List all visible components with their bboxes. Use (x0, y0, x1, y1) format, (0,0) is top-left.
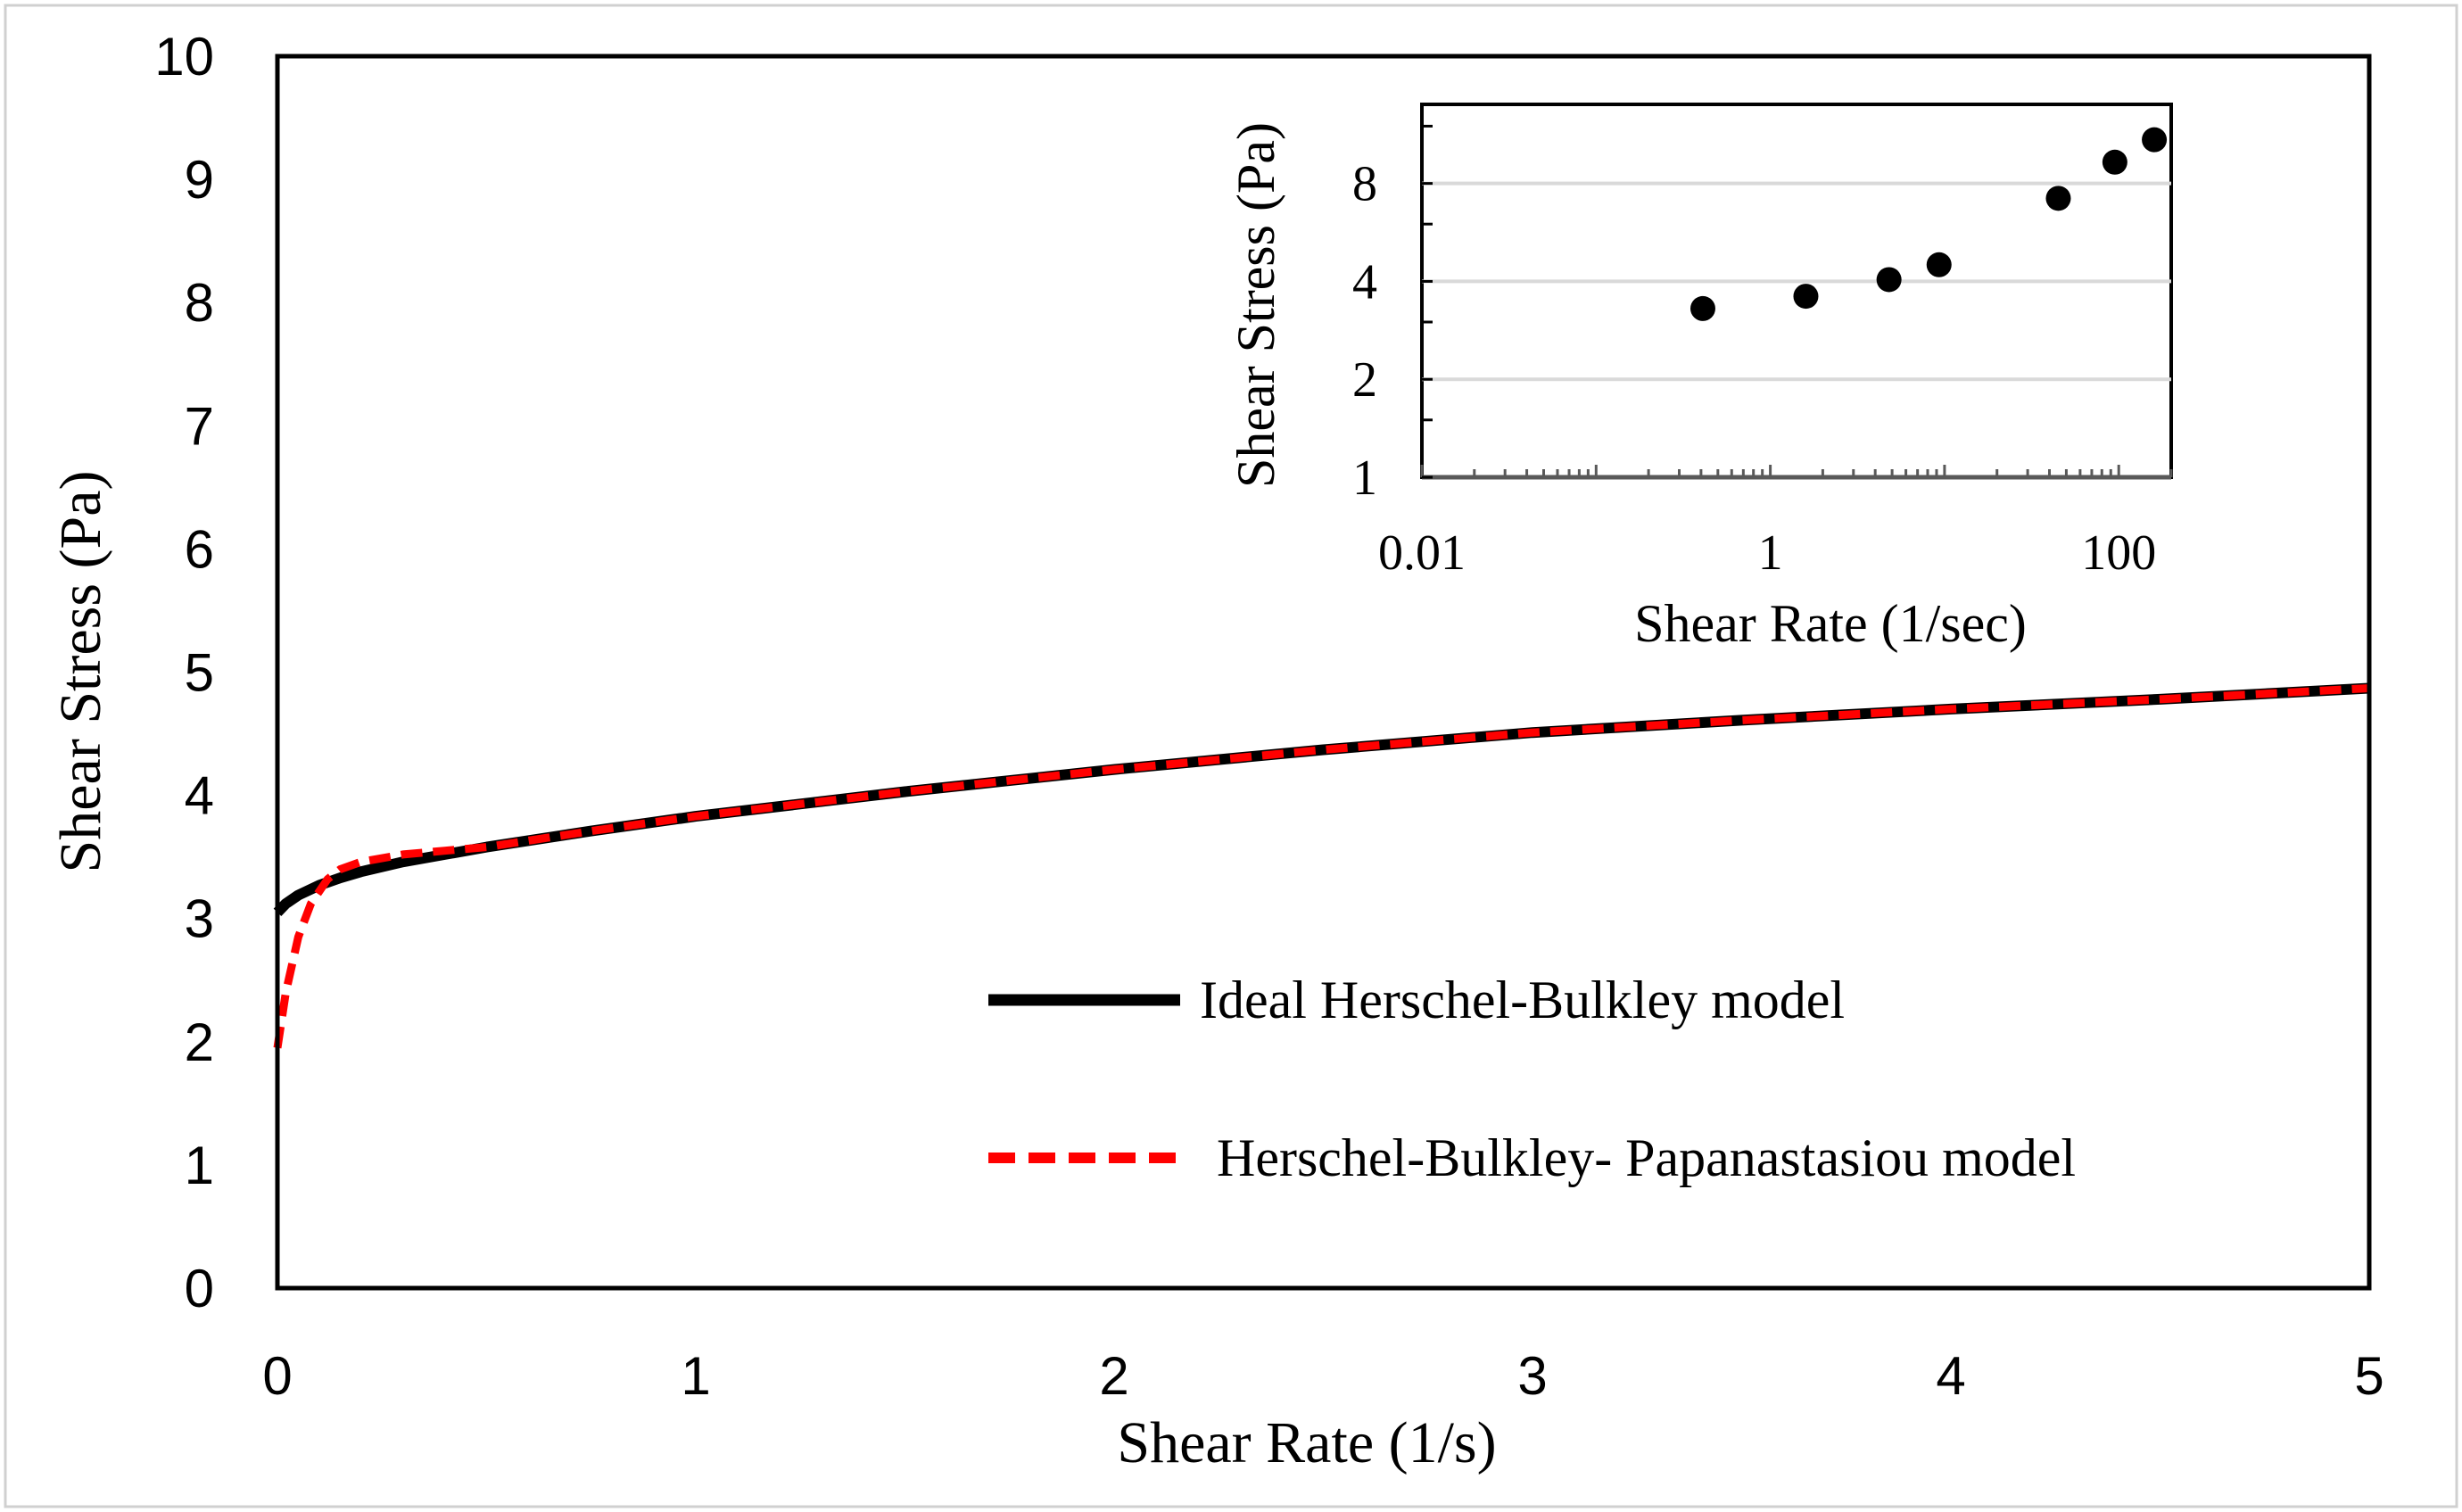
main-y-tick-label: 4 (185, 766, 214, 826)
main-x-tick-label: 1 (681, 1346, 710, 1406)
main-y-tick-label: 0 (185, 1259, 214, 1318)
inset-data-point (1690, 295, 1715, 321)
main-y-tick-label: 5 (185, 643, 214, 703)
inset-data-point (1793, 284, 1819, 310)
inset-x-tick-label: 100 (2081, 525, 2156, 581)
main-x-tick-label: 4 (1936, 1346, 1965, 1406)
inset-data-point (2102, 149, 2127, 175)
inset-data-point (2045, 186, 2071, 211)
inset-points (1690, 127, 2168, 321)
inset-x-tick-label: 1 (1758, 525, 1783, 581)
main-ticks: 0 1 2 3 4 5 0 1 2 3 4 5 6 7 8 9 10 (154, 27, 2384, 1406)
inset-y-tick-label: 8 (1352, 157, 1377, 212)
main-y-tick-label: 8 (185, 273, 214, 333)
inset-x-axis-label: Shear Rate (1/sec) (1634, 594, 2027, 653)
inset-data-point (2142, 127, 2168, 153)
main-y-axis-label: Shear Stress (Pa) (48, 471, 113, 873)
main-x-axis-label: Shear Rate (1/s) (1117, 1410, 1496, 1475)
main-y-tick-label: 10 (154, 27, 214, 87)
inset-data-point (1876, 267, 1902, 293)
legend-label-ideal: Ideal Herschel-Bulkley model (1200, 971, 1845, 1029)
inset-data-point (1926, 252, 1952, 277)
inset-y-tick-label: 4 (1352, 254, 1377, 310)
main-series (273, 682, 2370, 1049)
inset-x-tick-label: 0.01 (1378, 525, 1466, 581)
main-y-tick-label: 7 (185, 396, 214, 456)
legend: Ideal Herschel-Bulkley model Herschel-Bu… (988, 971, 2076, 1187)
main-y-tick-label: 6 (185, 519, 214, 579)
series-line-herschel-bulkley-papanastasiou (273, 684, 2370, 1049)
inset-y-tick-label: 1 (1352, 450, 1377, 506)
main-y-tick-label: 9 (185, 150, 214, 210)
inset-y-tick-label: 2 (1352, 352, 1377, 408)
inset-grid (1422, 181, 2171, 382)
inset-y-axis-label: Shear Stress (Pa) (1227, 122, 1285, 488)
main-x-tick-label: 0 (262, 1346, 292, 1406)
main-x-tick-label: 5 (2354, 1346, 2384, 1406)
main-x-tick-label: 2 (1099, 1346, 1128, 1406)
main-plot-frame (275, 54, 2372, 1291)
legend-label-papanastasiou: Herschel-Bulkley- Papanastasiou model (1217, 1128, 2076, 1187)
main-y-tick-label: 2 (185, 1012, 214, 1072)
main-y-tick-label: 3 (185, 889, 214, 949)
main-x-tick-label: 3 (1517, 1346, 1547, 1406)
main-y-tick-label: 1 (185, 1136, 214, 1195)
